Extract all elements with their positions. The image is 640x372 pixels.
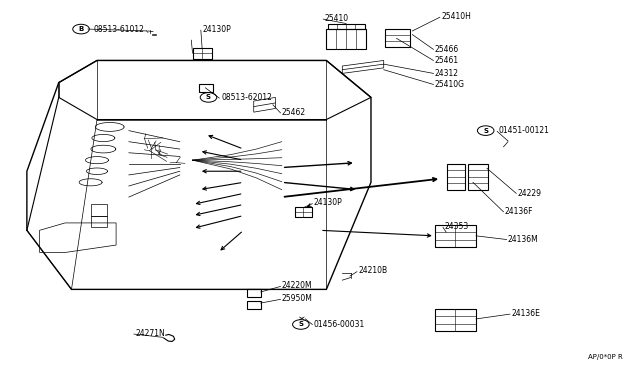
Text: 24136E: 24136E — [511, 309, 540, 318]
Bar — [435, 309, 476, 331]
Text: 25466: 25466 — [435, 45, 459, 54]
Text: 24353: 24353 — [444, 222, 468, 231]
Text: 25462: 25462 — [282, 108, 306, 117]
Text: S: S — [298, 321, 303, 327]
Text: S: S — [206, 94, 211, 100]
Text: 25461: 25461 — [435, 56, 459, 65]
Bar — [328, 23, 365, 29]
Text: 25410: 25410 — [324, 13, 349, 22]
Text: 24271N: 24271N — [135, 329, 165, 338]
Text: B: B — [79, 26, 84, 32]
Text: 08513-61012: 08513-61012 — [94, 25, 145, 33]
Bar — [385, 29, 410, 47]
Text: 24130P: 24130P — [202, 25, 231, 33]
Bar — [246, 289, 260, 297]
Text: 24210B: 24210B — [358, 266, 387, 275]
Text: 08513-62012: 08513-62012 — [221, 93, 272, 102]
Bar — [447, 164, 465, 190]
Bar — [193, 48, 212, 59]
Text: 24136F: 24136F — [505, 207, 533, 217]
Bar — [199, 84, 213, 92]
Text: 24130P: 24130P — [314, 198, 342, 207]
Text: 01456-00031: 01456-00031 — [314, 320, 365, 329]
Bar — [91, 216, 106, 227]
Text: AP/0*0P R: AP/0*0P R — [588, 354, 623, 360]
Bar — [435, 225, 476, 247]
Text: 25410G: 25410G — [435, 80, 465, 89]
Bar — [294, 207, 312, 217]
Text: 24312: 24312 — [435, 69, 459, 78]
Text: S: S — [483, 128, 488, 134]
Text: 24136M: 24136M — [508, 235, 539, 244]
Text: 24220M: 24220M — [282, 281, 312, 290]
Bar — [468, 164, 488, 190]
Text: 01451-00121: 01451-00121 — [499, 126, 549, 135]
Bar — [91, 205, 106, 215]
Text: 25410H: 25410H — [441, 12, 471, 21]
Bar — [326, 29, 366, 49]
Text: 24229: 24229 — [518, 189, 541, 198]
Bar — [246, 301, 260, 309]
Text: 25950M: 25950M — [282, 294, 313, 303]
